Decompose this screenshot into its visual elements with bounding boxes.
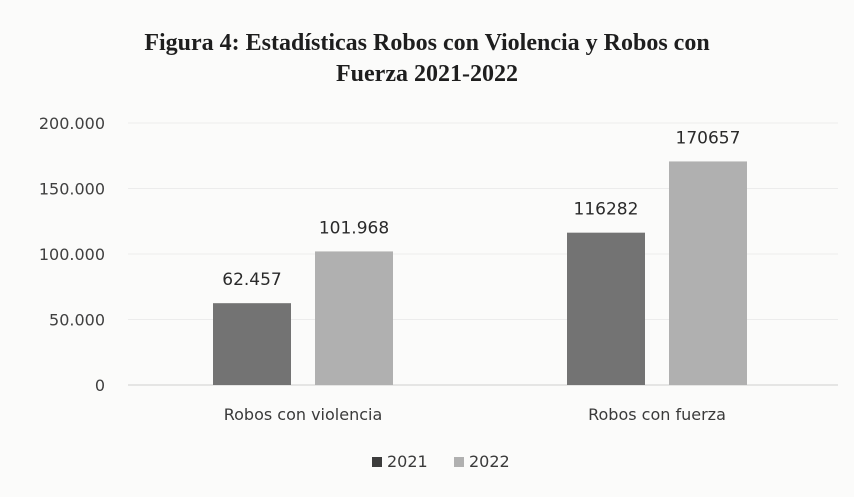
bar-2021-1 <box>567 232 645 385</box>
legend-label-2021: 2021 <box>387 452 428 471</box>
chart-title-line-2: Fuerza 2021-2022 <box>336 61 518 87</box>
data-label-2022-1: 170657 <box>676 128 741 148</box>
bar-2022-0 <box>315 251 393 385</box>
legend-label-2022: 2022 <box>469 452 510 471</box>
y-tick-label-0: 0 <box>95 376 105 395</box>
y-tick-label-1: 50.000 <box>49 311 105 330</box>
data-label-2022-0: 101.968 <box>319 218 389 238</box>
legend-swatch-2022 <box>454 457 464 467</box>
data-label-2021-1: 116282 <box>574 200 639 220</box>
chart-title-line-1: Figura 4: Estadísticas Robos con Violenc… <box>144 30 710 56</box>
x-category-label-0: Robos con violencia <box>224 405 383 424</box>
y-tick-label-4: 200.000 <box>39 114 105 133</box>
legend-swatch-2021 <box>372 457 382 467</box>
data-label-2021-0: 62.457 <box>222 270 281 290</box>
bar-2021-0 <box>213 303 291 385</box>
chart-title: Figura 4: Estadísticas Robos con Violenc… <box>0 28 854 90</box>
y-tick-label-2: 100.000 <box>39 245 105 264</box>
x-category-label-1: Robos con fuerza <box>588 405 726 424</box>
y-tick-label-3: 150.000 <box>39 180 105 199</box>
bar-2022-1 <box>669 161 747 385</box>
